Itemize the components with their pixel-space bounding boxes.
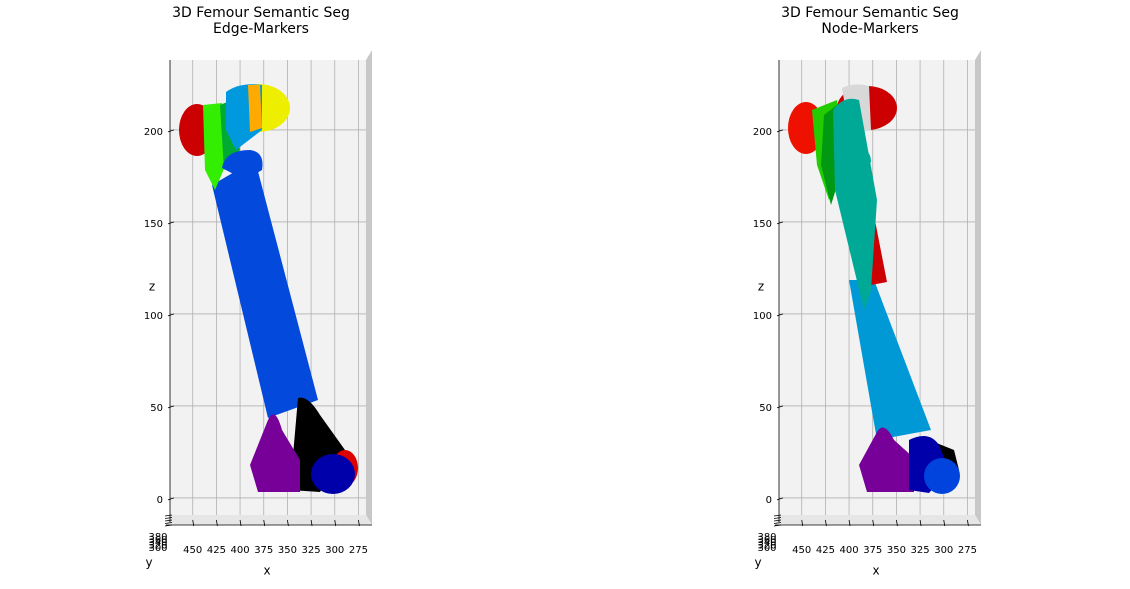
- x-tick-label: 425: [207, 545, 226, 556]
- z-tick: [776, 497, 784, 501]
- x-tick-label: 300: [325, 545, 344, 556]
- y-tick-label: 360: [757, 535, 776, 546]
- x-tick-label: 400: [840, 545, 859, 556]
- x-axis-label: x: [872, 564, 879, 578]
- z-tick-label: 0: [766, 495, 772, 506]
- z-tick: [167, 313, 175, 317]
- segment: [924, 458, 960, 494]
- x-tick-label: 325: [302, 545, 321, 556]
- y-tick: [164, 519, 173, 522]
- floor-pane: [775, 515, 981, 525]
- y-tick-label: 360: [148, 535, 167, 546]
- y-tick: [773, 519, 782, 522]
- z-tick: [167, 221, 175, 225]
- y-tick-label: 300: [148, 543, 167, 554]
- x-tick-label: 300: [934, 545, 953, 556]
- y-tick: [164, 522, 173, 524]
- y-tick-label: 380: [148, 532, 167, 543]
- chart-subtitle: Node-Markers: [821, 21, 918, 37]
- y-tick: [164, 517, 173, 519]
- x-tick-label: 375: [254, 545, 273, 556]
- side-pane: [975, 50, 981, 525]
- z-tick: [167, 129, 175, 133]
- segment: [859, 427, 914, 492]
- x-tick-label: 325: [911, 545, 930, 556]
- x-tick-label: 375: [863, 545, 882, 556]
- y-tick-label: 320: [757, 540, 776, 551]
- z-axis-label: z: [149, 280, 155, 294]
- chart-title: 3D Femour Semantic Seg: [781, 5, 959, 21]
- z-tick-label: 100: [144, 311, 163, 322]
- x-tick-label: 450: [183, 545, 202, 556]
- y-tick-label: 300: [757, 543, 776, 554]
- x-tick-label: 350: [278, 545, 297, 556]
- z-tick-label: 100: [753, 311, 772, 322]
- segment: [222, 150, 263, 180]
- z-tick: [776, 313, 784, 317]
- segment: [248, 85, 262, 132]
- chart-title: 3D Femour Semantic Seg: [172, 5, 350, 21]
- side-pane: [366, 50, 372, 525]
- segment: [212, 160, 318, 418]
- x-tick-label: 425: [816, 545, 835, 556]
- y-tick-label: 340: [757, 538, 776, 549]
- z-tick-label: 200: [753, 127, 772, 138]
- x-axis-label: x: [263, 564, 270, 578]
- y-tick: [773, 522, 782, 524]
- femur: [788, 84, 960, 494]
- y-tick: [164, 514, 173, 517]
- floor-pane: [166, 515, 372, 525]
- z-tick-label: 50: [759, 403, 772, 414]
- z-tick-label: 150: [144, 219, 163, 230]
- z-tick-label: 150: [753, 219, 772, 230]
- segment: [250, 414, 300, 492]
- segment: [849, 280, 931, 440]
- y-tick: [773, 514, 782, 517]
- y-axis-label: y: [754, 556, 761, 570]
- z-tick-label: 0: [157, 495, 163, 506]
- segment: [857, 149, 871, 172]
- x-tick-label: 275: [958, 545, 977, 556]
- y-tick-label: 340: [148, 538, 167, 549]
- z-tick: [776, 221, 784, 225]
- y-tick-label: 380: [757, 532, 776, 543]
- y-axis-label: y: [145, 556, 152, 570]
- z-tick: [776, 129, 784, 133]
- chart-subtitle: Edge-Markers: [213, 21, 309, 37]
- x-tick-label: 400: [231, 545, 250, 556]
- z-tick: [167, 405, 175, 409]
- x-tick-label: 275: [349, 545, 368, 556]
- y-tick-label: 320: [148, 540, 167, 551]
- z-tick-label: 50: [150, 403, 163, 414]
- z-tick-label: 200: [144, 127, 163, 138]
- x-tick-label: 350: [887, 545, 906, 556]
- z-tick: [167, 497, 175, 501]
- z-axis-label: z: [758, 280, 764, 294]
- femur: [179, 84, 358, 494]
- z-tick: [776, 405, 784, 409]
- y-tick: [773, 517, 782, 519]
- x-tick-label: 450: [792, 545, 811, 556]
- segment: [311, 454, 355, 494]
